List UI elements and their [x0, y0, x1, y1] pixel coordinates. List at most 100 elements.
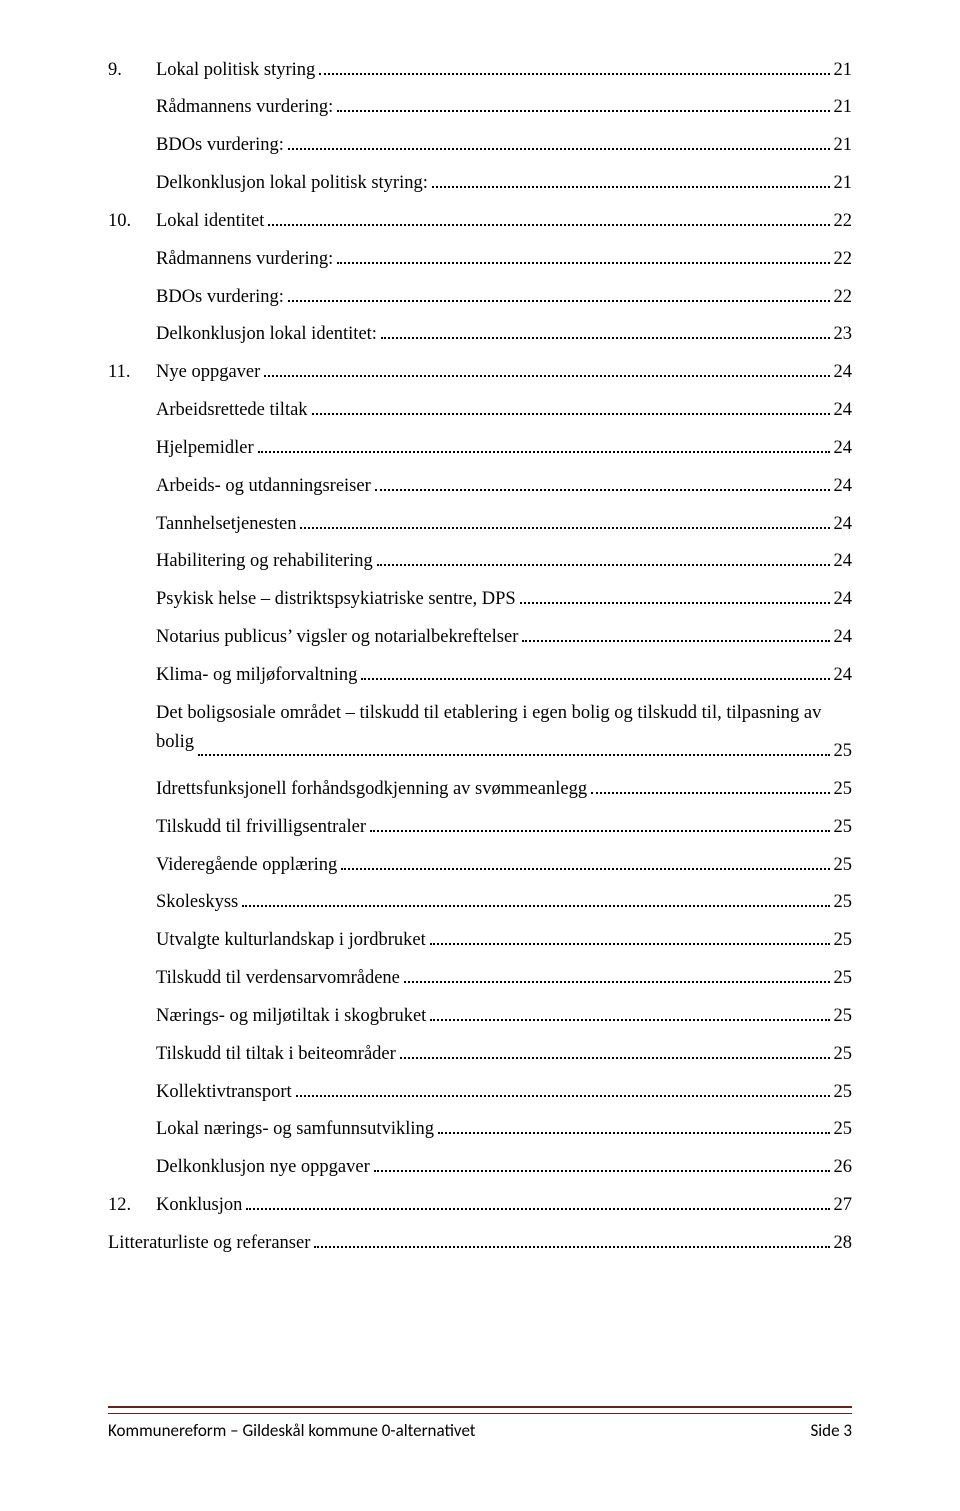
toc-entry: Tilskudd til tiltak i beiteområder25	[108, 1040, 852, 1065]
toc-entry: Rådmannens vurdering: 21	[108, 94, 852, 119]
toc-entry: Arbeidsrettede tiltak24	[108, 396, 852, 421]
toc-entry: BDOs vurdering:22	[108, 283, 852, 308]
toc-entry: Tilskudd til frivilligsentraler 25	[108, 813, 852, 838]
toc-leader	[268, 207, 829, 226]
toc-leader	[314, 1229, 829, 1248]
toc-leader	[374, 1154, 830, 1173]
toc-page: 24	[834, 588, 853, 610]
toc-label: Konklusjon	[156, 1194, 242, 1216]
toc-page: 24	[834, 361, 853, 383]
toc-leader	[337, 94, 829, 113]
toc-label: Arbeidsrettede tiltak	[156, 399, 308, 421]
toc-leader	[300, 510, 829, 529]
toc-page: 25	[834, 1118, 853, 1140]
toc-leader	[520, 586, 830, 605]
toc-page: 24	[834, 626, 853, 648]
toc-label: Skoleskyss	[156, 891, 238, 913]
toc-label: Delkonklusjon lokal identitet:	[156, 323, 377, 345]
toc-page: 24	[834, 437, 853, 459]
toc-leader	[288, 132, 830, 151]
toc-page: 21	[834, 134, 853, 156]
toc-entry: Arbeids- og utdanningsreiser 24	[108, 472, 852, 497]
toc-leader	[430, 1002, 829, 1021]
toc-label: BDOs vurdering:	[156, 134, 284, 156]
toc-entry: Tilskudd til verdensarvområdene25	[108, 964, 852, 989]
toc-label: Utvalgte kulturlandskap i jordbruket	[156, 929, 426, 951]
toc-entry: Litteraturliste og referanser 28	[108, 1229, 852, 1254]
toc-label: Psykisk helse – distriktspsykiatriske se…	[156, 588, 516, 610]
toc-label: Delkonklusjon nye oppgaver	[156, 1156, 370, 1178]
toc-leader	[288, 283, 830, 302]
toc-leader	[296, 1078, 830, 1097]
toc-leader	[430, 927, 830, 946]
toc-leader	[370, 813, 829, 832]
toc-label: Tilskudd til frivilligsentraler	[156, 816, 366, 838]
toc-label: Nye oppgaver	[156, 361, 260, 383]
toc-leader	[337, 245, 829, 264]
toc-tail-row: bolig25	[156, 737, 852, 762]
toc-entry: Det boligsosiale området – tilskudd til …	[108, 699, 852, 762]
toc-entry: Lokal nærings- og samfunnsutvikling 25	[108, 1116, 852, 1141]
toc-leader	[319, 56, 829, 75]
toc-label: Klima- og miljøforvaltning	[156, 664, 357, 686]
toc-entry: Delkonklusjon lokal politisk styring: 21	[108, 169, 852, 194]
toc-number: 9.	[108, 59, 156, 81]
toc-label: Kollektivtransport	[156, 1081, 292, 1103]
toc-entry: Kollektivtransport25	[108, 1078, 852, 1103]
page: 9.Lokal politisk styring21Rådmannens vur…	[0, 0, 960, 1511]
toc-label: Tilskudd til verdensarvområdene	[156, 967, 400, 989]
toc-page: 28	[834, 1232, 853, 1254]
toc-label: Videregående opplæring	[156, 854, 337, 876]
toc-label: Lokal politisk styring	[156, 59, 315, 81]
toc-label: Delkonklusjon lokal politisk styring:	[156, 172, 428, 194]
toc-page: 25	[834, 891, 853, 913]
toc-page: 21	[834, 59, 853, 81]
toc-leader	[522, 623, 829, 642]
toc-page: 25	[834, 778, 853, 800]
toc-entry: Hjelpemidler 24	[108, 434, 852, 459]
toc-leader	[242, 889, 829, 908]
toc-leader	[375, 472, 830, 491]
toc-label: Lokal nærings- og samfunnsutvikling	[156, 1118, 434, 1140]
toc-label: Idrettsfunksjonell forhåndsgodkjenning a…	[156, 778, 587, 800]
toc-leader	[438, 1116, 830, 1135]
toc-page: 25	[834, 816, 853, 838]
toc-page: 22	[834, 286, 853, 308]
toc-label: Tannhelsetjenesten	[156, 513, 296, 535]
toc-entry: 12.Konklusjon27	[108, 1191, 852, 1216]
toc-entry: 9.Lokal politisk styring 21	[108, 56, 852, 81]
toc-page: 26	[834, 1156, 853, 1178]
toc-page: 24	[834, 475, 853, 497]
toc-page: 25	[834, 854, 853, 876]
toc-page: 21	[834, 96, 853, 118]
toc-label: Rådmannens vurdering:	[156, 96, 333, 118]
toc-label: Litteraturliste og referanser	[108, 1232, 310, 1254]
toc-page: 21	[834, 172, 853, 194]
toc-page: 24	[834, 664, 853, 686]
toc-leader	[400, 1040, 830, 1059]
toc-leader	[404, 964, 830, 983]
toc-page: 25	[834, 929, 853, 951]
footer-right-text: Side 3	[810, 1420, 852, 1441]
toc-label: Arbeids- og utdanningsreiser	[156, 475, 371, 497]
footer-row: Kommunereform – Gildeskål kommune 0-alte…	[108, 1420, 852, 1441]
toc-entry: Rådmannens vurdering:22	[108, 245, 852, 270]
toc-page: 23	[834, 323, 853, 345]
footer-left-text: Kommunereform – Gildeskål kommune 0-alte…	[108, 1420, 476, 1441]
toc-page: 27	[834, 1194, 853, 1216]
toc-page: 24	[834, 513, 853, 535]
toc-leader	[591, 775, 829, 794]
toc-entry: 11.Nye oppgaver24	[108, 359, 852, 384]
toc-leader	[432, 169, 830, 188]
toc-entry: Utvalgte kulturlandskap i jordbruket 25	[108, 927, 852, 952]
toc-entry: Videregående opplæring 25	[108, 851, 852, 876]
toc-entry: Habilitering og rehabilitering24	[108, 548, 852, 573]
toc-entry: Psykisk helse – distriktspsykiatriske se…	[108, 586, 852, 611]
toc-entry: Delkonklusjon lokal identitet: 23	[108, 321, 852, 346]
toc-entry: Notarius publicus’ vigsler og notarialbe…	[108, 623, 852, 648]
toc-entry: BDOs vurdering: 21	[108, 132, 852, 157]
toc-label: Rådmannens vurdering:	[156, 248, 333, 270]
toc-leader	[246, 1191, 829, 1210]
toc-label: Hjelpemidler	[156, 437, 254, 459]
toc-entry: Delkonklusjon nye oppgaver 26	[108, 1154, 852, 1179]
